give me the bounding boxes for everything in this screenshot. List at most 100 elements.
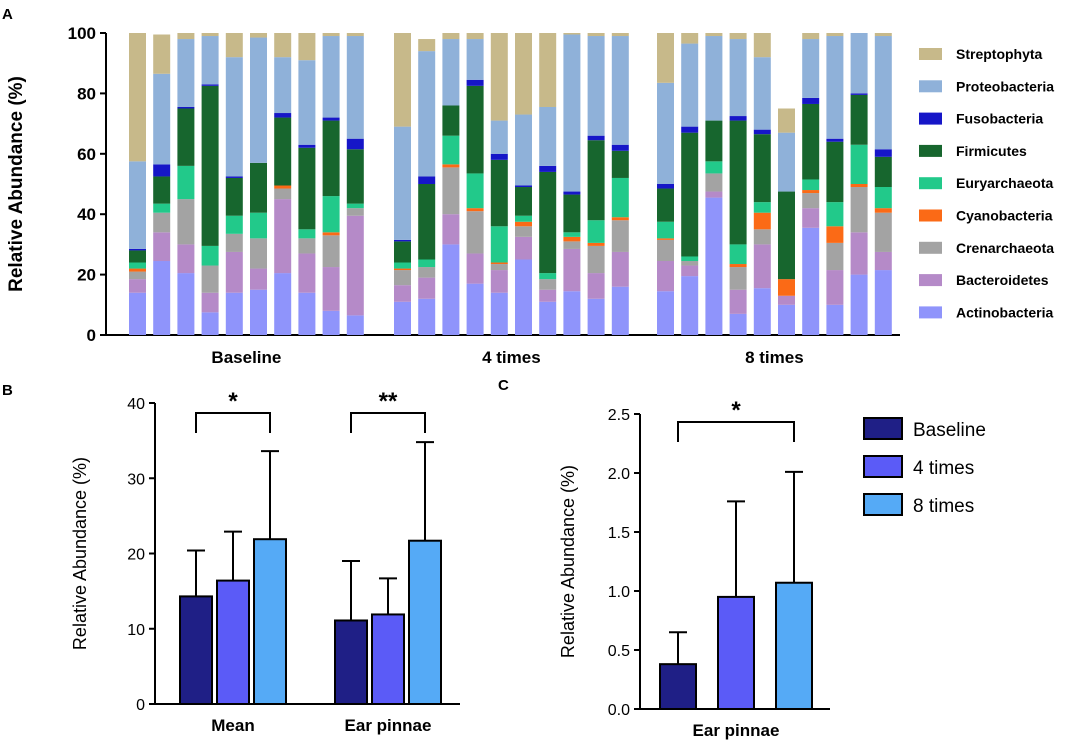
bar-segment-actinobacteria [874, 270, 892, 335]
bar-segment-euryarchaeota [298, 229, 316, 239]
bar-segment-actinobacteria [201, 312, 219, 335]
legend-label-fusobacteria: Fusobacteria [956, 111, 1043, 127]
bar-segment-streptophyta [442, 33, 460, 40]
bar-segment-proteobacteria [418, 51, 436, 177]
y-tick-label-a: 80 [77, 84, 96, 103]
bar-segment-bacteroidetes [539, 289, 557, 302]
bar-segment-bacteroidetes [394, 285, 411, 302]
bar-segment-actinobacteria [225, 292, 243, 335]
bar-segment-proteobacteria [490, 120, 508, 154]
bar-segment-streptophyta [539, 33, 557, 107]
bar-segment-firmicutes [177, 108, 195, 166]
bar-segment-firmicutes [466, 85, 484, 174]
bar-segment-fusobacteria [201, 84, 219, 86]
legend-label-bacteroidetes: Bacteroidetes [956, 272, 1049, 288]
bar-segment-bacteroidetes [298, 253, 316, 293]
bar-segment-fusobacteria [657, 184, 674, 189]
bar-segment-cyanobacteria [515, 221, 532, 227]
bar-segment-euryarchaeota [587, 220, 605, 243]
bar-ear-pinnae-baseline [334, 619, 368, 705]
legend-swatch-cyanobacteria [919, 209, 942, 222]
significance-marker-ear-pinnae: ** [379, 388, 398, 415]
bar-segment-bacteroidetes [322, 267, 340, 311]
bar-segment-crenarchaeota [466, 211, 484, 254]
y-tick-label-b: 20 [127, 547, 145, 564]
bar-segment-fusobacteria [274, 113, 292, 118]
bar-segment-actinobacteria [490, 292, 508, 335]
y-tick-label-a: 100 [68, 24, 96, 43]
group-label-4-times: 4 times [482, 348, 541, 367]
y-tick-label-a: 0 [87, 326, 96, 345]
bar-segment-fusobacteria [539, 165, 557, 172]
bar-segment-euryarchaeota [826, 202, 844, 227]
bar-segment-bacteroidetes [490, 270, 508, 293]
bar-segment-actinobacteria [802, 227, 820, 335]
y-axis-title-b: Relative Abundance (%) [70, 457, 90, 650]
bar-segment-euryarchaeota [874, 187, 892, 209]
bar-segment-crenarchaeota [729, 267, 747, 290]
category-label-ear-pinnae: Ear pinnae [345, 716, 432, 735]
bar-segment-fusobacteria [418, 176, 436, 184]
bar-segment-crenarchaeota [657, 239, 674, 262]
bar-segment-proteobacteria [298, 60, 316, 145]
bar-segment-actinobacteria [681, 276, 699, 335]
bar-segment-proteobacteria [250, 37, 267, 163]
legend-swatch-streptophyta [919, 48, 942, 60]
bar-segment-euryarchaeota [802, 179, 820, 191]
bar-segment-fusobacteria [394, 239, 411, 242]
bar-segment-proteobacteria [657, 82, 674, 184]
bar-segment-bacteroidetes [201, 292, 219, 313]
legend-label-streptophyta: Streptophyta [956, 46, 1043, 62]
bar-segment-proteobacteria [539, 106, 557, 166]
bar-segment-streptophyta [346, 33, 364, 37]
bar-segment-cyanobacteria [657, 238, 674, 240]
bar-segment-proteobacteria [778, 132, 795, 192]
y-tick-label-c: 1.5 [608, 525, 630, 542]
bar-segment-euryarchaeota [466, 173, 484, 209]
bar-segment-streptophyta [466, 33, 484, 40]
bar-segment-bacteroidetes [611, 251, 629, 287]
bar-segment-bacteroidetes [515, 236, 532, 260]
bar-segment-firmicutes [153, 176, 171, 204]
bar-segment-streptophyta [298, 33, 316, 61]
legend-label-euryarchaeota: Euryarchaeota [956, 175, 1053, 191]
bar-segment-streptophyta [490, 33, 508, 121]
bar-segment-actinobacteria [539, 301, 557, 335]
bar-segment-actinobacteria [611, 286, 629, 335]
bar-segment-fusobacteria [874, 149, 892, 157]
y-tick-label-a: 40 [77, 205, 96, 224]
bar-segment-proteobacteria [322, 36, 340, 118]
bar-segment-fusobacteria [729, 116, 747, 121]
bar-segment-crenarchaeota [418, 267, 436, 278]
bar-segment-actinobacteria [657, 291, 674, 335]
bar-segment-bacteroidetes [563, 248, 581, 292]
bar-segment-streptophyta [729, 33, 747, 40]
significance-marker-ear-pinnae: * [731, 397, 741, 424]
bar-segment-streptophyta [563, 33, 581, 35]
bar-segment-firmicutes [563, 194, 581, 233]
bar-segment-euryarchaeota [225, 215, 243, 234]
bar-segment-actinobacteria [753, 288, 771, 335]
bar-ear-pinnae-4-times [717, 595, 755, 711]
bar-segment-euryarchaeota [753, 202, 771, 213]
y-tick-label-c: 0.0 [608, 702, 630, 719]
bar-segment-cyanobacteria [611, 217, 629, 221]
significance-bracket-ear-pinnae [677, 421, 795, 442]
bar-segment-actinobacteria [250, 289, 267, 335]
panel-c: C 0.0 0.5 1.0 1.5 2.0 2.5 Relative Abundance (%… [498, 377, 986, 740]
bar-segment-proteobacteria [850, 33, 868, 94]
bar-segment-cyanobacteria [394, 268, 411, 271]
bar-segment-fusobacteria [611, 144, 629, 151]
bar-segment-crenarchaeota [394, 270, 411, 286]
bar-segment-streptophyta [394, 33, 411, 127]
bar-segment-bacteroidetes [729, 289, 747, 314]
bar-segment-actinobacteria [177, 273, 195, 335]
bar-segment-proteobacteria [753, 57, 771, 130]
panel-a: A 0 20 40 60 80 100 Relative Abundance (%) Basel… [2, 6, 1054, 367]
bar-segment-fusobacteria [177, 106, 195, 109]
bar-segment-streptophyta [322, 33, 340, 37]
bar-segment-euryarchaeota [681, 256, 699, 262]
bar-segment-firmicutes [753, 134, 771, 203]
bar-mean-8-times [253, 538, 287, 706]
bar-segment-bacteroidetes [681, 265, 699, 277]
